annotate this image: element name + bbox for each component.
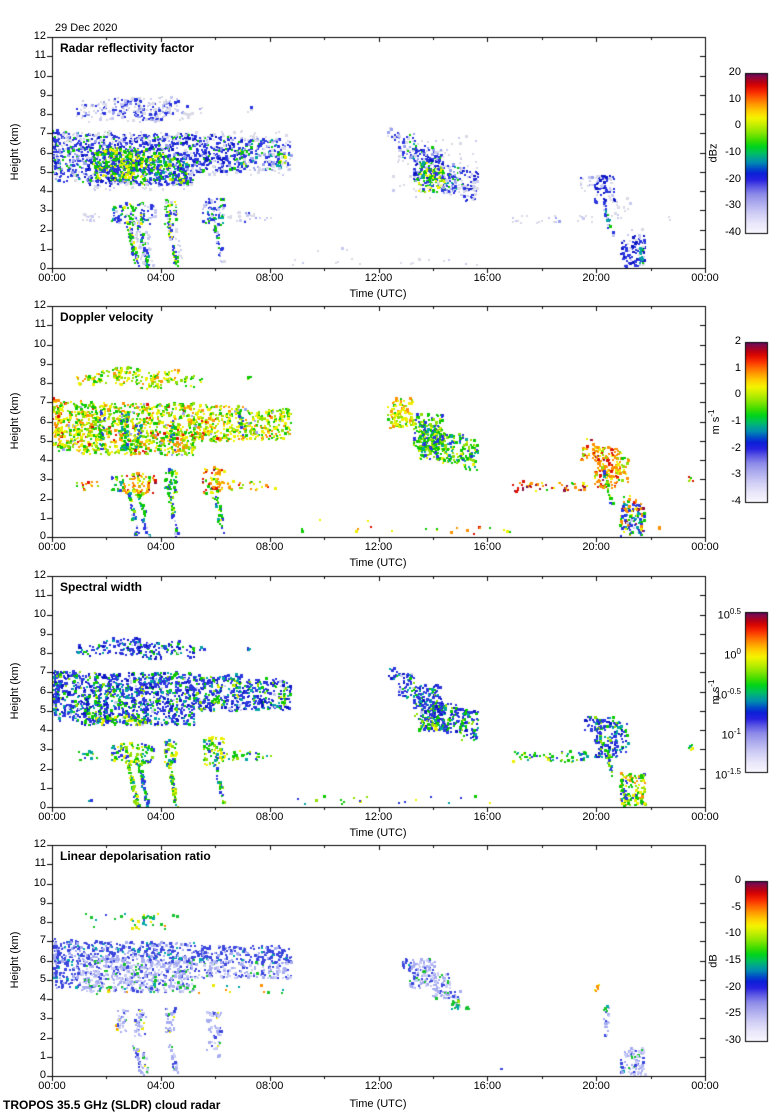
panel-title-reflectivity: Radar reflectivity factor — [60, 41, 195, 55]
time-axis-label-1: Time (UTC) — [349, 288, 407, 300]
time-axis-label-4: Time (UTC) — [349, 1098, 407, 1110]
height-axis-label-4: Height (km) — [9, 931, 21, 989]
height-axis-label-3: Height (km) — [9, 662, 21, 720]
panel-title-ldr: Linear depolarisation ratio — [60, 849, 211, 863]
height-axis-label-2: Height (km) — [9, 392, 21, 450]
instrument-label: TROPOS 35.5 GHz (SLDR) cloud radar — [3, 1098, 221, 1112]
time-axis-label-2: Time (UTC) — [349, 557, 407, 569]
height-axis-label-1: Height (km) — [9, 123, 21, 181]
panel-title-spectral-width: Spectral width — [60, 580, 143, 594]
time-axis-label-3: Time (UTC) — [349, 827, 407, 839]
panel-title-doppler-velocity: Doppler velocity — [60, 310, 154, 324]
date-label: 29 Dec 2020 — [55, 22, 118, 34]
